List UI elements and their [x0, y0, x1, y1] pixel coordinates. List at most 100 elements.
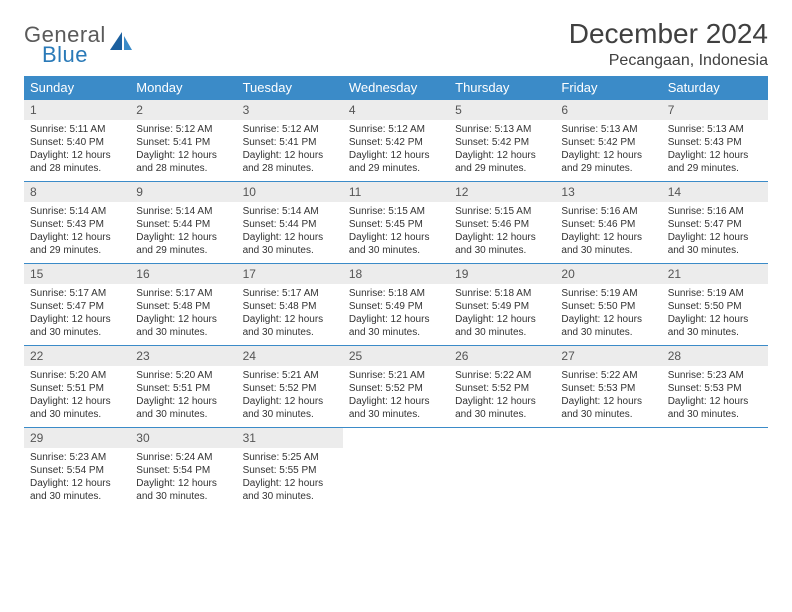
day-number: 25 [343, 346, 449, 366]
calendar-cell: 10Sunrise: 5:14 AMSunset: 5:44 PMDayligh… [237, 182, 343, 264]
calendar-cell: 24Sunrise: 5:21 AMSunset: 5:52 PMDayligh… [237, 346, 343, 428]
month-title: December 2024 [569, 18, 768, 50]
calendar-cell: 2Sunrise: 5:12 AMSunset: 5:41 PMDaylight… [130, 100, 236, 182]
calendar-cell: 25Sunrise: 5:21 AMSunset: 5:52 PMDayligh… [343, 346, 449, 428]
calendar-cell [449, 428, 555, 510]
calendar-cell [555, 428, 661, 510]
day-number: 28 [662, 346, 768, 366]
calendar-cell: 29Sunrise: 5:23 AMSunset: 5:54 PMDayligh… [24, 428, 130, 510]
day-number: 15 [24, 264, 130, 284]
day-content: Sunrise: 5:14 AMSunset: 5:44 PMDaylight:… [237, 202, 343, 263]
day-content: Sunrise: 5:12 AMSunset: 5:41 PMDaylight:… [237, 120, 343, 181]
calendar-cell: 5Sunrise: 5:13 AMSunset: 5:42 PMDaylight… [449, 100, 555, 182]
day-number: 10 [237, 182, 343, 202]
title-block: December 2024 Pecangaan, Indonesia [569, 18, 768, 70]
day-content: Sunrise: 5:17 AMSunset: 5:48 PMDaylight:… [130, 284, 236, 345]
day-number: 18 [343, 264, 449, 284]
day-content: Sunrise: 5:20 AMSunset: 5:51 PMDaylight:… [130, 366, 236, 427]
calendar-cell: 9Sunrise: 5:14 AMSunset: 5:44 PMDaylight… [130, 182, 236, 264]
day-content: Sunrise: 5:12 AMSunset: 5:42 PMDaylight:… [343, 120, 449, 181]
day-content: Sunrise: 5:18 AMSunset: 5:49 PMDaylight:… [449, 284, 555, 345]
day-number: 6 [555, 100, 661, 120]
day-number: 1 [24, 100, 130, 120]
day-number: 8 [24, 182, 130, 202]
day-content: Sunrise: 5:17 AMSunset: 5:48 PMDaylight:… [237, 284, 343, 345]
day-content: Sunrise: 5:21 AMSunset: 5:52 PMDaylight:… [237, 366, 343, 427]
sail-icon [108, 30, 134, 61]
day-header-row: SundayMondayTuesdayWednesdayThursdayFrid… [24, 76, 768, 100]
day-content: Sunrise: 5:25 AMSunset: 5:55 PMDaylight:… [237, 448, 343, 509]
day-number: 14 [662, 182, 768, 202]
calendar-cell: 23Sunrise: 5:20 AMSunset: 5:51 PMDayligh… [130, 346, 236, 428]
day-header: Wednesday [343, 76, 449, 100]
calendar-cell [343, 428, 449, 510]
day-number: 16 [130, 264, 236, 284]
day-content: Sunrise: 5:22 AMSunset: 5:52 PMDaylight:… [449, 366, 555, 427]
day-content: Sunrise: 5:13 AMSunset: 5:42 PMDaylight:… [555, 120, 661, 181]
logo: General Blue [24, 18, 134, 66]
day-content: Sunrise: 5:14 AMSunset: 5:44 PMDaylight:… [130, 202, 236, 263]
day-header: Thursday [449, 76, 555, 100]
day-header: Friday [555, 76, 661, 100]
day-content: Sunrise: 5:24 AMSunset: 5:54 PMDaylight:… [130, 448, 236, 509]
calendar-cell [662, 428, 768, 510]
day-number: 4 [343, 100, 449, 120]
calendar-cell: 3Sunrise: 5:12 AMSunset: 5:41 PMDaylight… [237, 100, 343, 182]
day-number: 29 [24, 428, 130, 448]
calendar-cell: 31Sunrise: 5:25 AMSunset: 5:55 PMDayligh… [237, 428, 343, 510]
calendar-cell: 17Sunrise: 5:17 AMSunset: 5:48 PMDayligh… [237, 264, 343, 346]
day-number: 23 [130, 346, 236, 366]
calendar-cell: 12Sunrise: 5:15 AMSunset: 5:46 PMDayligh… [449, 182, 555, 264]
calendar-cell: 28Sunrise: 5:23 AMSunset: 5:53 PMDayligh… [662, 346, 768, 428]
day-content: Sunrise: 5:22 AMSunset: 5:53 PMDaylight:… [555, 366, 661, 427]
location: Pecangaan, Indonesia [569, 52, 768, 70]
day-header: Monday [130, 76, 236, 100]
day-number: 24 [237, 346, 343, 366]
day-number: 13 [555, 182, 661, 202]
calendar-cell: 21Sunrise: 5:19 AMSunset: 5:50 PMDayligh… [662, 264, 768, 346]
calendar-week-row: 1Sunrise: 5:11 AMSunset: 5:40 PMDaylight… [24, 100, 768, 182]
calendar-cell: 26Sunrise: 5:22 AMSunset: 5:52 PMDayligh… [449, 346, 555, 428]
calendar-cell: 14Sunrise: 5:16 AMSunset: 5:47 PMDayligh… [662, 182, 768, 264]
day-content: Sunrise: 5:23 AMSunset: 5:53 PMDaylight:… [662, 366, 768, 427]
calendar-cell: 27Sunrise: 5:22 AMSunset: 5:53 PMDayligh… [555, 346, 661, 428]
calendar-week-row: 8Sunrise: 5:14 AMSunset: 5:43 PMDaylight… [24, 182, 768, 264]
day-content: Sunrise: 5:15 AMSunset: 5:45 PMDaylight:… [343, 202, 449, 263]
calendar-cell: 4Sunrise: 5:12 AMSunset: 5:42 PMDaylight… [343, 100, 449, 182]
day-header: Saturday [662, 76, 768, 100]
calendar-cell: 8Sunrise: 5:14 AMSunset: 5:43 PMDaylight… [24, 182, 130, 264]
day-content: Sunrise: 5:16 AMSunset: 5:46 PMDaylight:… [555, 202, 661, 263]
calendar-cell: 13Sunrise: 5:16 AMSunset: 5:46 PMDayligh… [555, 182, 661, 264]
day-number: 3 [237, 100, 343, 120]
day-number: 11 [343, 182, 449, 202]
calendar-week-row: 29Sunrise: 5:23 AMSunset: 5:54 PMDayligh… [24, 428, 768, 510]
calendar-cell: 20Sunrise: 5:19 AMSunset: 5:50 PMDayligh… [555, 264, 661, 346]
calendar-cell: 15Sunrise: 5:17 AMSunset: 5:47 PMDayligh… [24, 264, 130, 346]
day-content: Sunrise: 5:18 AMSunset: 5:49 PMDaylight:… [343, 284, 449, 345]
day-content: Sunrise: 5:21 AMSunset: 5:52 PMDaylight:… [343, 366, 449, 427]
day-content: Sunrise: 5:13 AMSunset: 5:42 PMDaylight:… [449, 120, 555, 181]
day-number: 26 [449, 346, 555, 366]
calendar-cell: 16Sunrise: 5:17 AMSunset: 5:48 PMDayligh… [130, 264, 236, 346]
day-header: Sunday [24, 76, 130, 100]
calendar-table: SundayMondayTuesdayWednesdayThursdayFrid… [24, 76, 768, 509]
day-number: 30 [130, 428, 236, 448]
day-content: Sunrise: 5:20 AMSunset: 5:51 PMDaylight:… [24, 366, 130, 427]
day-content: Sunrise: 5:15 AMSunset: 5:46 PMDaylight:… [449, 202, 555, 263]
day-number: 9 [130, 182, 236, 202]
calendar-cell: 7Sunrise: 5:13 AMSunset: 5:43 PMDaylight… [662, 100, 768, 182]
day-number: 2 [130, 100, 236, 120]
day-number: 7 [662, 100, 768, 120]
day-header: Tuesday [237, 76, 343, 100]
day-number: 12 [449, 182, 555, 202]
calendar-cell: 11Sunrise: 5:15 AMSunset: 5:45 PMDayligh… [343, 182, 449, 264]
calendar-cell: 18Sunrise: 5:18 AMSunset: 5:49 PMDayligh… [343, 264, 449, 346]
day-number: 31 [237, 428, 343, 448]
day-number: 5 [449, 100, 555, 120]
logo-bottom: Blue [24, 44, 106, 66]
day-content: Sunrise: 5:23 AMSunset: 5:54 PMDaylight:… [24, 448, 130, 509]
logo-text: General Blue [24, 24, 106, 66]
day-number: 27 [555, 346, 661, 366]
day-content: Sunrise: 5:19 AMSunset: 5:50 PMDaylight:… [555, 284, 661, 345]
day-content: Sunrise: 5:19 AMSunset: 5:50 PMDaylight:… [662, 284, 768, 345]
